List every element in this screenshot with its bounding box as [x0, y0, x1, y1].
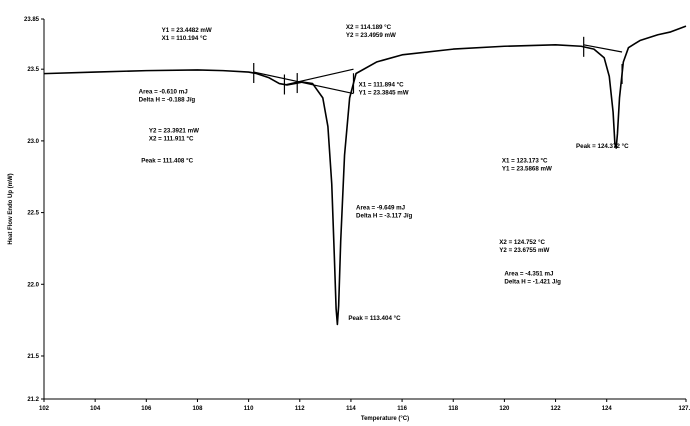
annotation-line: Area = -4.351 mJ	[504, 271, 554, 278]
x-tick-label: 112	[295, 406, 305, 412]
x-tick-label: 122	[551, 406, 562, 412]
annotations: Y1 = 23.4482 mW X1 = 110.194 °C X2 = 114.1…	[139, 24, 629, 322]
annotation-line: Y1 = 23.3845 mW	[359, 89, 409, 96]
annotation-label: Area = -9.649 mJ Delta H = -3.117 J/g	[356, 205, 412, 220]
x-tick-label: 114	[346, 406, 356, 412]
baseline	[583, 44, 623, 53]
annotation-line: X2 = 114.189 °C	[346, 24, 392, 31]
annotation-line: Area = -9.649 mJ	[356, 205, 406, 212]
annotation-label: Y1 = 23.4482 mW X1 = 110.194 °C	[162, 27, 212, 42]
series-layer	[43, 25, 687, 326]
annotation-label: Peak = 113.404 °C	[348, 315, 401, 322]
y-tick-labels: 23.85 23.5 23.0 22.5 22.0 21.5 21.2	[24, 17, 44, 403]
baseline-lines	[253, 44, 623, 95]
annotation-line: Y2 = 23.6755 mW	[499, 247, 549, 254]
annotation-line: Delta H = -0.188 J/g	[139, 97, 196, 104]
x-tick-label: 118	[448, 406, 458, 412]
y-tick-label: 22.5	[27, 211, 39, 217]
y-tick-label: 23.85	[24, 17, 40, 23]
annotation-label: Peak = 124.372 °C	[576, 143, 629, 150]
y-tick-label: 21.2	[27, 397, 39, 403]
heat-flow-curve	[43, 25, 687, 326]
x-tick-label: 116	[397, 406, 407, 412]
x-tick-label: 108	[192, 406, 203, 412]
annotation-line: Area = -0.610 mJ	[139, 89, 189, 96]
y-tick-label: 22.0	[27, 282, 39, 288]
annotation-label: X1 = 123.173 °C Y1 = 23.5868 mW	[502, 157, 552, 172]
y-tick-label: 23.0	[27, 139, 39, 145]
annotation-line: Y2 = 23.3921 mW	[149, 127, 199, 134]
y-axis-label: Heat Flow Endo Up (mW)	[8, 173, 14, 244]
y-tick-label: 21.5	[27, 354, 39, 360]
chart-axes	[43, 19, 686, 400]
annotation-line: Y2 = 23.4959 mW	[346, 32, 396, 39]
x-tick-labels: 102 104 106 108 110 112 114 116 118 120 122 124 127.…	[39, 399, 690, 412]
x-tick-label: 106	[141, 406, 152, 412]
annotation-line: Y1 = 23.5868 mW	[502, 165, 552, 172]
x-tick-label: 104	[90, 406, 101, 412]
x-axis-label: Temperature (°C)	[361, 416, 409, 422]
annotation-line: X2 = 111.911 °C	[149, 135, 194, 142]
annotation-label: Area = -4.351 mJ Delta H = -1.421 J/g	[504, 271, 561, 286]
annotation-line: X1 = 111.894 °C	[359, 81, 404, 88]
baseline	[284, 68, 354, 86]
x-tick-label: 124	[602, 406, 613, 412]
x-tick-label: 120	[499, 406, 510, 412]
x-tick-label: 110	[244, 406, 254, 412]
annotation-label: X2 = 114.189 °C Y2 = 23.4959 mW	[346, 24, 396, 39]
annotation-label: Area = -0.610 mJ Delta H = -0.188 J/g	[139, 89, 196, 104]
annotation-label: Peak = 111.408 °C	[141, 157, 193, 164]
x-tick-label: 102	[39, 406, 50, 412]
annotation-label: X1 = 111.894 °C Y1 = 23.3845 mW	[359, 81, 409, 96]
annotation-line: Peak = 113.404 °C	[348, 315, 401, 322]
annotation-line: Y1 = 23.4482 mW	[162, 27, 212, 34]
annotation-line: X1 = 123.173 °C	[502, 157, 548, 164]
annotation-line: X2 = 124.752 °C	[499, 239, 545, 246]
annotation-line: Peak = 124.372 °C	[576, 143, 629, 150]
annotation-line: X1 = 110.194 °C	[162, 35, 208, 42]
x-tick-label: 127.1	[678, 406, 690, 412]
annotation-line: Delta H = -1.421 J/g	[504, 279, 561, 286]
y-tick-label: 23.5	[27, 67, 39, 73]
annotation-line: Delta H = -3.117 J/g	[356, 213, 412, 220]
annotation-label: X2 = 124.752 °C Y2 = 23.6755 mW	[499, 239, 549, 254]
annotation-label: Y2 = 23.3921 mW X2 = 111.911 °C	[149, 127, 199, 142]
annotation-line: Peak = 111.408 °C	[141, 157, 193, 164]
